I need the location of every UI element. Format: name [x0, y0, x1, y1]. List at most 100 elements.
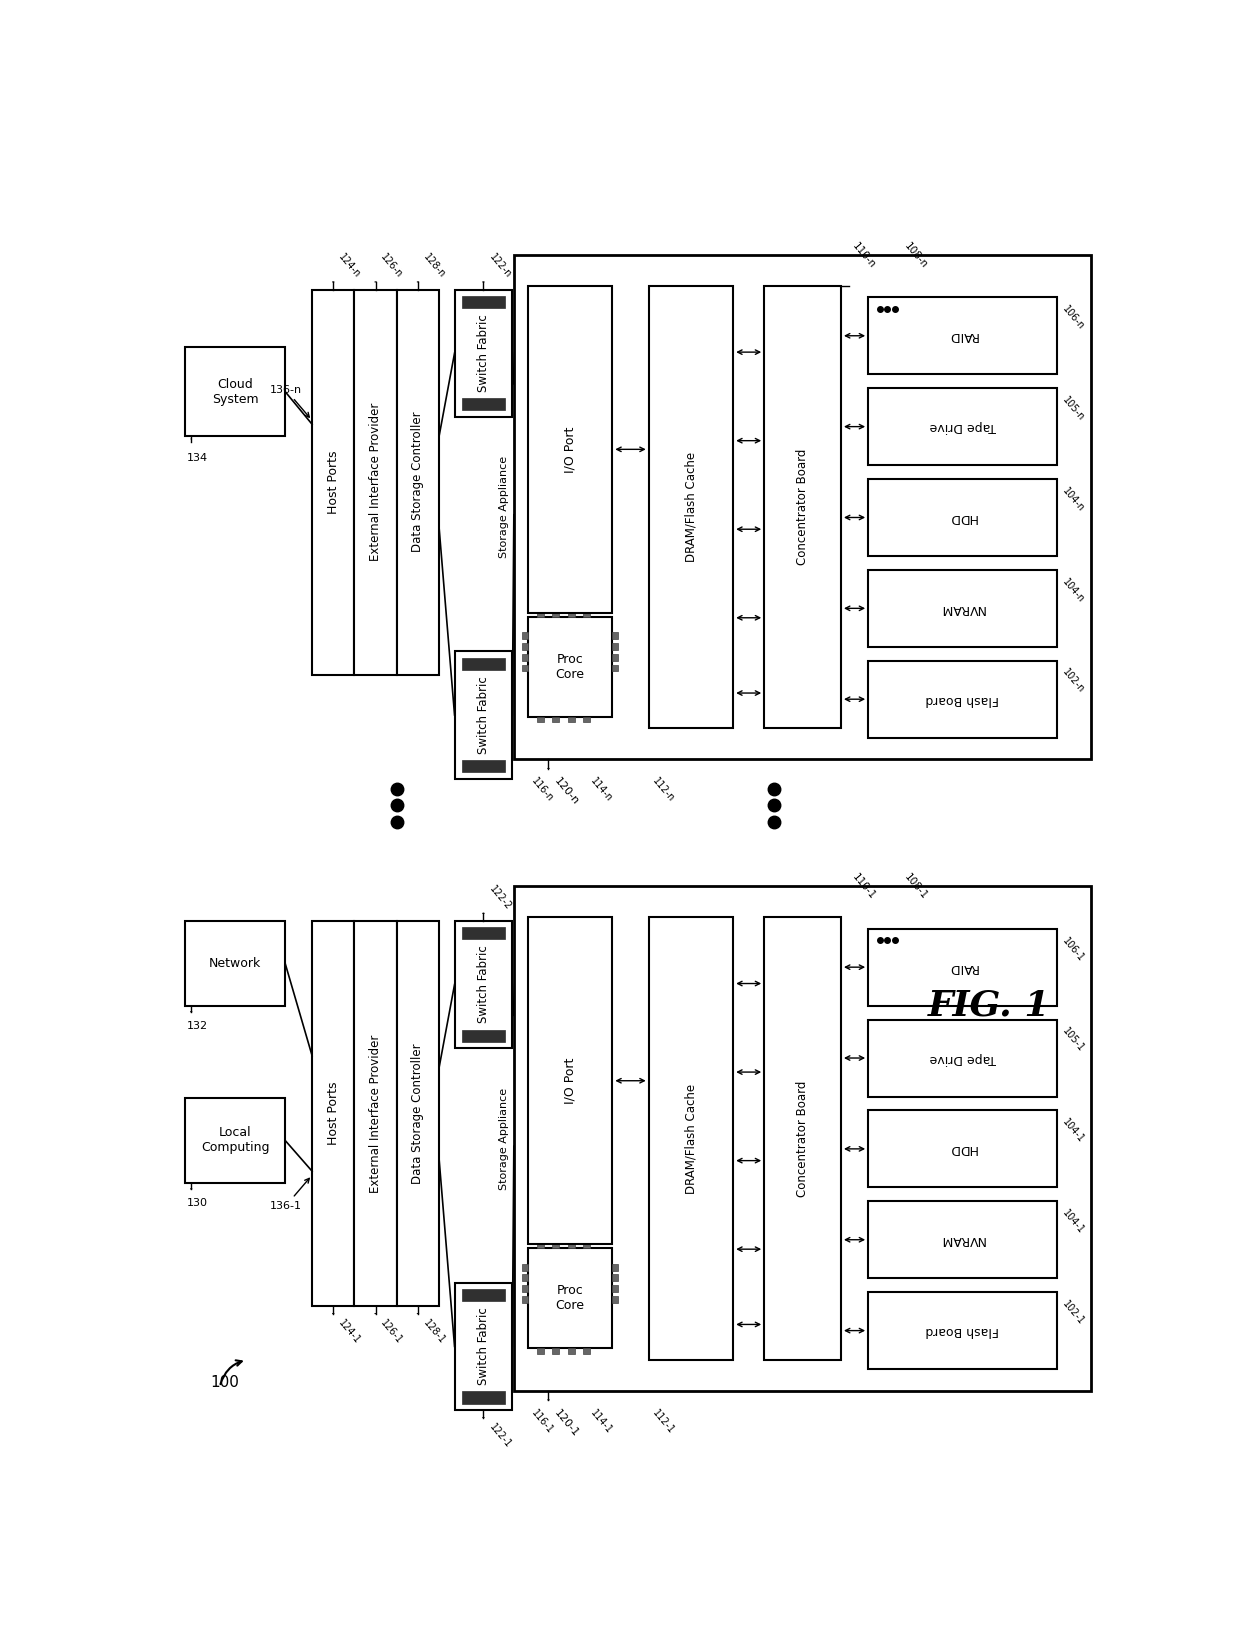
- Bar: [463, 1030, 505, 1042]
- Text: DRAM/Flash Cache: DRAM/Flash Cache: [684, 452, 697, 562]
- Text: 105-1: 105-1: [1060, 1027, 1086, 1055]
- Bar: [552, 1242, 559, 1249]
- Bar: [537, 1349, 544, 1354]
- Bar: [355, 289, 397, 675]
- Text: 122-2: 122-2: [487, 884, 513, 912]
- Text: 106-n: 106-n: [1060, 304, 1086, 332]
- Bar: [185, 922, 285, 1006]
- Text: NVRAM: NVRAM: [940, 1234, 985, 1247]
- Bar: [455, 922, 512, 1048]
- Bar: [868, 1111, 1056, 1188]
- Bar: [463, 296, 505, 307]
- Bar: [522, 1275, 528, 1282]
- Bar: [537, 611, 544, 616]
- Text: 126-1: 126-1: [378, 1318, 404, 1346]
- Text: I/O Port: I/O Port: [563, 426, 577, 473]
- Bar: [522, 1296, 528, 1303]
- Bar: [764, 917, 841, 1360]
- Text: Storage Appliance: Storage Appliance: [498, 457, 508, 559]
- Text: DRAM/Flash Cache: DRAM/Flash Cache: [684, 1083, 697, 1193]
- Text: Storage Appliance: Storage Appliance: [498, 1088, 508, 1190]
- Text: Concentrator Board: Concentrator Board: [796, 449, 808, 565]
- Bar: [613, 1275, 618, 1282]
- Bar: [583, 1242, 590, 1249]
- Bar: [463, 1290, 505, 1301]
- Bar: [613, 642, 618, 651]
- Text: HDD: HDD: [949, 1142, 977, 1155]
- Text: 105-n: 105-n: [1060, 394, 1086, 422]
- Text: 116-1: 116-1: [529, 1408, 554, 1436]
- Bar: [583, 611, 590, 616]
- Bar: [463, 1392, 505, 1403]
- Bar: [528, 286, 613, 613]
- Bar: [583, 1349, 590, 1354]
- Text: Local
Computing: Local Computing: [201, 1127, 269, 1155]
- Text: 104-1: 104-1: [1060, 1208, 1086, 1236]
- Text: 114-n: 114-n: [589, 775, 614, 803]
- Text: 110-n: 110-n: [851, 242, 878, 271]
- Bar: [455, 1283, 512, 1410]
- Text: Cloud
System: Cloud System: [212, 378, 258, 406]
- Text: 116-n: 116-n: [529, 775, 556, 803]
- Bar: [868, 660, 1056, 738]
- Bar: [522, 642, 528, 651]
- Text: 106-1: 106-1: [1060, 935, 1086, 963]
- Bar: [455, 652, 512, 779]
- Text: 114-1: 114-1: [589, 1408, 614, 1436]
- Text: 104-n: 104-n: [1060, 577, 1086, 605]
- Text: FIG. 1: FIG. 1: [928, 989, 1050, 1022]
- Bar: [522, 633, 528, 639]
- Text: 108-n: 108-n: [903, 242, 930, 271]
- Text: 128-1: 128-1: [422, 1318, 446, 1346]
- Bar: [568, 611, 574, 616]
- Bar: [583, 716, 590, 723]
- Text: Switch Fabric: Switch Fabric: [477, 946, 490, 1024]
- Text: Switch Fabric: Switch Fabric: [477, 314, 490, 393]
- Bar: [568, 1242, 574, 1249]
- Text: 122-n: 122-n: [487, 251, 513, 281]
- Bar: [613, 664, 618, 672]
- Bar: [522, 1285, 528, 1291]
- Bar: [463, 927, 505, 940]
- Text: 102-1: 102-1: [1060, 1298, 1086, 1328]
- Bar: [613, 1296, 618, 1303]
- Bar: [463, 657, 505, 670]
- Text: 126-n: 126-n: [378, 253, 404, 281]
- Text: Proc
Core: Proc Core: [556, 652, 584, 680]
- Text: Switch Fabric: Switch Fabric: [477, 677, 490, 754]
- Text: Data Storage Controller: Data Storage Controller: [412, 1043, 424, 1183]
- Text: NVRAM: NVRAM: [940, 601, 985, 614]
- Bar: [537, 716, 544, 723]
- Bar: [613, 1263, 618, 1270]
- Text: RAID: RAID: [947, 329, 977, 342]
- Text: Switch Fabric: Switch Fabric: [477, 1308, 490, 1385]
- Text: 120-n: 120-n: [552, 775, 580, 807]
- Bar: [552, 716, 559, 723]
- Bar: [868, 388, 1056, 465]
- Bar: [868, 1020, 1056, 1096]
- Text: Data Storage Controller: Data Storage Controller: [412, 412, 424, 552]
- Text: 112-1: 112-1: [650, 1408, 676, 1436]
- Bar: [868, 480, 1056, 555]
- Text: 108-1: 108-1: [903, 872, 930, 902]
- Bar: [649, 286, 733, 728]
- Bar: [185, 347, 285, 435]
- Text: RAID: RAID: [947, 961, 977, 974]
- Bar: [522, 1263, 528, 1270]
- Text: 110-1: 110-1: [851, 872, 878, 902]
- Bar: [868, 570, 1056, 647]
- Bar: [568, 716, 574, 723]
- Bar: [537, 1242, 544, 1249]
- Text: Host Ports: Host Ports: [327, 450, 340, 514]
- Bar: [185, 1098, 285, 1183]
- Bar: [463, 761, 505, 772]
- Bar: [312, 289, 355, 675]
- Text: 128-n: 128-n: [422, 253, 446, 281]
- Text: External Interface Provider: External Interface Provider: [370, 403, 382, 562]
- Text: 102-n: 102-n: [1060, 667, 1086, 695]
- Bar: [649, 917, 733, 1360]
- Bar: [552, 1349, 559, 1354]
- Bar: [868, 928, 1056, 1006]
- Text: 124-n: 124-n: [336, 253, 362, 281]
- Bar: [528, 1249, 613, 1349]
